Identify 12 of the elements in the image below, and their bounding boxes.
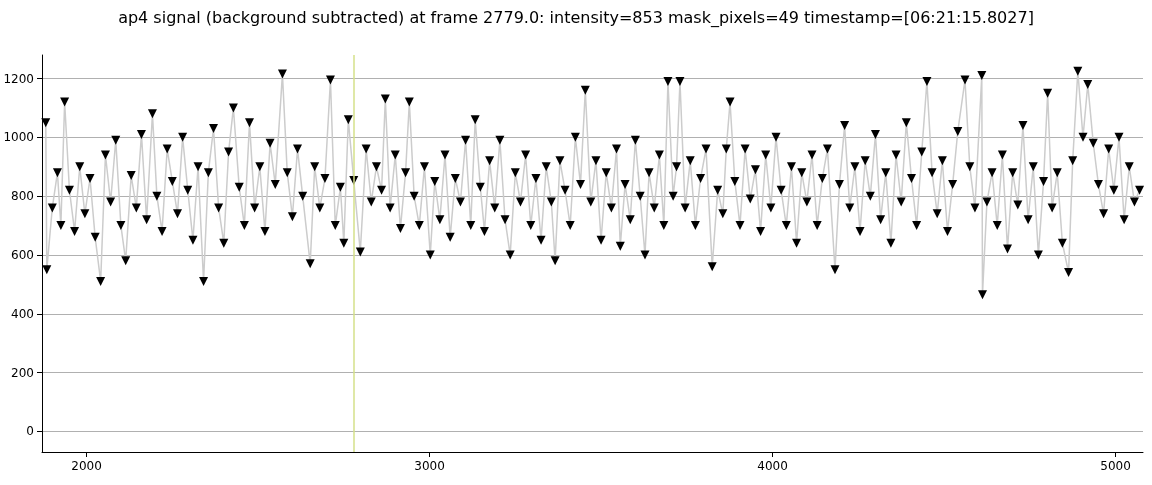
y-tick-label: 1000 (3, 130, 34, 145)
y-tick-label: 400 (11, 306, 34, 321)
x-tick-label: 2000 (71, 459, 102, 473)
y-tick-label: 200 (11, 365, 34, 380)
x-tick-label: 5000 (1100, 459, 1131, 473)
y-tick-label: 600 (11, 247, 34, 262)
y-tick-label: 0 (26, 424, 34, 439)
x-tick-label: 3000 (414, 459, 445, 473)
y-tick-label: 1200 (3, 71, 34, 86)
y-tick-label: 800 (11, 189, 34, 204)
x-tick-label: 4000 (757, 459, 788, 473)
chart-title: ap4 signal (background subtracted) at frame 2779.0: intensity=853 mask_pixels=49 timestamp=[06:21:15.8027] (118, 7, 1034, 28)
